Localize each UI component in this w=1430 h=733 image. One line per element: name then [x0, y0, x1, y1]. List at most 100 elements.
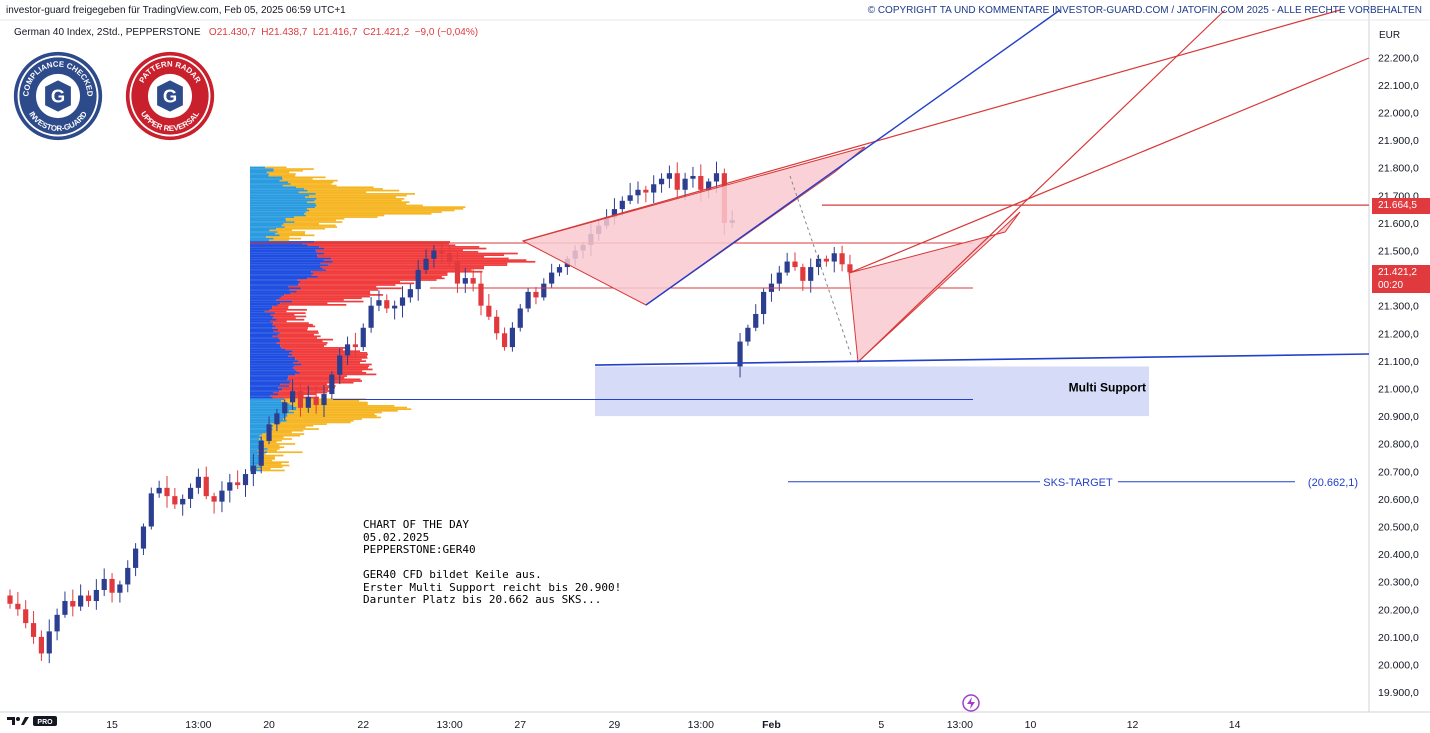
volume-profile-bar — [250, 186, 296, 189]
volume-profile-bar — [250, 277, 308, 280]
volume-profile-bar — [250, 211, 306, 213]
volume-profile-bar — [297, 279, 437, 281]
candle-bearish — [203, 476, 209, 497]
volume-profile-bar — [295, 186, 374, 189]
volume-profile-bar — [301, 363, 372, 366]
volume-profile-bar — [250, 295, 282, 298]
volume-profile-bar — [250, 246, 320, 248]
candle-bullish — [423, 258, 429, 270]
chart-comment: CHART OF THE DAY 05.02.2025 PEPPERSTONE:… — [363, 518, 622, 607]
volume-profile-bar — [261, 469, 285, 472]
volume-profile-bar — [250, 242, 303, 245]
volume-profile-bar — [272, 317, 296, 319]
candle-bearish — [643, 189, 649, 193]
volume-profile-bar — [270, 423, 327, 425]
volume-profile-bar — [299, 371, 367, 374]
volume-profile-bar — [282, 176, 326, 179]
ohlc-change: −9,0 (−0,04%) — [414, 27, 479, 38]
candle-bearish — [454, 261, 461, 284]
volume-profile-bar — [250, 239, 270, 242]
candle-bullish — [344, 344, 351, 356]
candle-bullish — [549, 272, 555, 284]
candle-bearish — [447, 253, 453, 262]
candle-bullish — [651, 184, 657, 193]
volume-profile-bar — [250, 279, 298, 281]
multi-support-label: Multi Support — [1069, 380, 1146, 394]
comment-line: Darunter Platz bis 20.662 aus SKS... — [363, 593, 602, 606]
volume-profile-bar — [279, 390, 333, 392]
symbol-name[interactable]: German 40 Index, 2Std., PEPPERSTONE — [14, 27, 201, 38]
candle-bearish — [698, 175, 704, 190]
comment-line: 05.02.2025 — [363, 530, 430, 544]
volume-profile-bar — [269, 229, 293, 232]
volume-profile-bar — [250, 270, 312, 273]
volume-profile-bar — [280, 383, 328, 386]
candle-bullish — [266, 424, 272, 441]
candle-bullish — [219, 490, 225, 502]
time-tick-label: 20 — [263, 719, 275, 731]
candle-bullish — [737, 341, 743, 367]
volume-profile-bar — [289, 403, 368, 406]
candle-bullish — [541, 283, 547, 298]
volume-profile-bar — [250, 373, 296, 376]
wedge-trendline — [848, 57, 1370, 274]
volume-profile-bar — [250, 431, 267, 434]
candle-bullish — [133, 548, 139, 568]
volume-profile-bar — [250, 456, 265, 459]
volume-profile-bar — [270, 313, 295, 316]
volume-profile-bar — [285, 416, 381, 419]
comment-line: Erster Multi Support reicht bis 20.900! — [363, 580, 622, 594]
comment-line: PEPPERSTONE:GER40 — [363, 543, 476, 556]
volume-profile-bar — [326, 269, 472, 271]
volume-profile-bar — [250, 287, 302, 290]
volume-profile-bar — [250, 216, 295, 218]
symbol-legend[interactable]: German 40 Index, 2Std., PEPPERSTONE O21.… — [14, 27, 478, 38]
candle-bullish — [305, 396, 311, 408]
volume-profile-bar — [294, 411, 382, 414]
price-tick-label: 21.300,0 — [1378, 301, 1419, 313]
flash-icon[interactable] — [962, 694, 980, 712]
volume-profile-bar — [290, 292, 371, 295]
volume-profile-bar — [250, 202, 316, 205]
time-tick-label: 29 — [609, 719, 621, 731]
candle-bullish — [274, 413, 280, 425]
volume-profile-bar — [250, 459, 264, 462]
volume-profile-bar — [316, 204, 423, 207]
candle-bullish — [125, 567, 131, 585]
candle-bullish — [658, 178, 665, 185]
candle-bearish — [501, 333, 508, 348]
volume-profile-bar — [258, 443, 296, 445]
volume-profile-bar — [250, 332, 280, 334]
volume-profile-bar — [250, 178, 283, 180]
volume-profile-bar — [320, 262, 508, 265]
candle-bearish — [70, 601, 76, 607]
volume-profile-bar — [266, 171, 290, 174]
tradingview-logo-icon[interactable]: PRO — [6, 715, 58, 727]
volume-profile-bar — [250, 176, 283, 179]
candle-bullish — [831, 253, 837, 262]
ohlc-open: O21.430,7 — [208, 27, 256, 38]
volume-profile-bar — [250, 365, 295, 367]
candle-bullish — [808, 267, 814, 281]
volume-profile-bar — [292, 366, 369, 369]
volume-profile-bar — [287, 378, 361, 381]
volume-profile-bar — [267, 451, 303, 454]
volume-profile-bar — [250, 398, 285, 401]
volume-profile-bar — [250, 193, 316, 195]
volume-profile-bar — [320, 265, 485, 268]
candle-bullish — [62, 601, 68, 615]
volume-profile-bar — [250, 209, 310, 212]
volume-profile-bar — [250, 376, 289, 379]
volume-profile-bar — [256, 464, 290, 467]
current-price-label: 21.421,2 00:20 — [1372, 265, 1430, 293]
volume-profile-bar — [323, 252, 518, 255]
ohlc-low: L21.416,7 — [312, 27, 358, 38]
price-tick-label: 21.200,0 — [1378, 328, 1419, 340]
candle-bearish — [297, 391, 304, 408]
time-tick-label: 27 — [514, 719, 526, 731]
volume-profile-bar — [317, 275, 442, 278]
candle-bearish — [674, 173, 680, 190]
volume-profile-bar — [250, 272, 314, 275]
volume-profile-bar — [289, 409, 398, 412]
